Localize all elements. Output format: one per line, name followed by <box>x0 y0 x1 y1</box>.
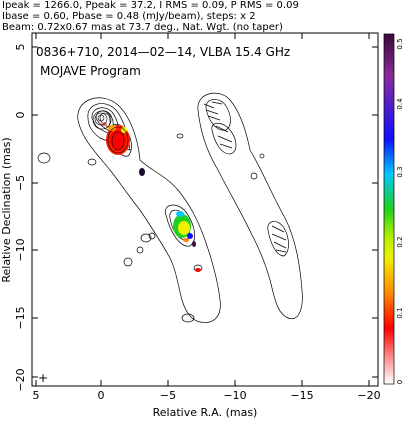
header-line-3: Beam: 0.72x0.67 mas at 73.7 deg., Nat. W… <box>2 22 283 33</box>
x-axis-label: Relative R.A. (mas) <box>153 406 258 419</box>
y-tick-label: 0 <box>14 112 27 119</box>
header-line-1: Ipeak = 1266.0, Ppeak = 37.2, I RMS = 0.… <box>2 0 299 11</box>
x-tick-label: 0 <box>98 389 105 402</box>
core-contours <box>92 110 129 154</box>
beam-marker: + <box>38 371 48 385</box>
polarization-vectors <box>203 101 287 253</box>
y-tick-label: −20 <box>14 368 27 391</box>
axis-ticks <box>32 33 378 386</box>
colorbar-tick-label: 0.4 <box>396 98 404 110</box>
header-line-2: Ibase = 0.60, Pbase = 0.48 (mJy/beam), s… <box>2 11 256 22</box>
y-tick-label: 5 <box>14 44 27 51</box>
x-tick-label: 5 <box>33 389 40 402</box>
y-tick-label: −15 <box>14 306 27 329</box>
plot-frame <box>31 32 379 387</box>
y-axis-label: Relative Declination (mas) <box>0 137 13 282</box>
contour-map <box>37 92 303 323</box>
x-tick-label: −10 <box>223 389 246 402</box>
y-tick-label: −10 <box>14 238 27 261</box>
x-tick-label: −15 <box>290 389 313 402</box>
colorbar-tick-label: 0 <box>396 380 404 384</box>
map-title: 0836+710, 2014—02—14, VLBA 15.4 GHz <box>36 45 290 59</box>
colorbar-tick-label: 0.5 <box>396 38 404 49</box>
program-label: MOJAVE Program <box>40 64 141 78</box>
x-tick-label: −5 <box>160 389 176 402</box>
colorbar-tick-label: 0.1 <box>396 307 404 318</box>
colorbar-tick-label: 0.2 <box>396 236 404 247</box>
y-tick-label: −5 <box>14 175 27 191</box>
colorbar-tick-label: 0.3 <box>396 166 404 177</box>
x-tick-label: −20 <box>357 389 380 402</box>
polarization-color-overlay <box>101 122 201 272</box>
colorbar <box>383 33 395 385</box>
